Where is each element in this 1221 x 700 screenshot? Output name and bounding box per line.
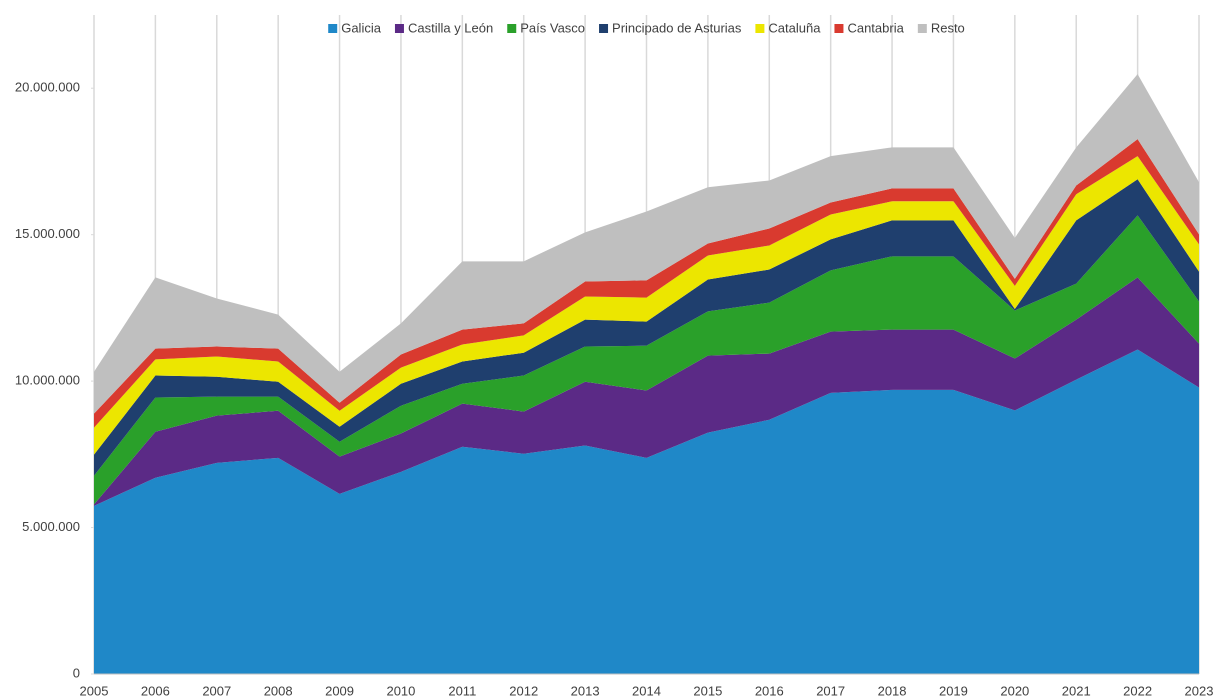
legend-item: Principado de Asturias [599,20,742,35]
x-tick-label: 2006 [141,683,170,698]
legend-item: Resto [917,20,965,35]
area [94,277,1199,506]
x-tick-label: 2018 [878,683,907,698]
legend-label: Castilla y León [408,20,493,35]
legend-label: Principado de Asturias [612,20,742,35]
x-tick-label: 2011 [448,683,476,698]
legend-label: Cantabria [847,20,904,35]
x-tick-label: 2005 [80,683,109,698]
legend-swatch [834,24,844,33]
y-tick-label: 10.000.000 [15,373,80,388]
area [94,139,1199,428]
legend-swatch [755,24,765,33]
x-tick-label: 2020 [1000,683,1029,698]
legend-item: País Vasco [507,20,585,35]
area [94,215,1199,505]
y-tick-label: 5.000.000 [22,519,80,534]
legend-item: Cantabria [834,20,905,35]
x-tick-label: 2015 [693,683,722,698]
legend-swatch [328,24,338,33]
x-tick-label: 2013 [571,683,600,698]
legend-item: Cataluña [755,20,821,35]
x-tick-label: 2021 [1062,683,1091,698]
legend-swatch [917,24,927,33]
x-tick-label: 2014 [632,683,661,698]
area [94,74,1199,414]
x-tick-label: 2012 [509,683,538,698]
y-tick-label: 20.000.000 [15,80,80,95]
legend-label: Galicia [341,20,382,35]
legend-label: Cataluña [768,20,821,35]
legend-item: Castilla y León [394,20,493,35]
legend-swatch [599,24,609,33]
x-tick-label: 2010 [386,683,415,698]
legend-label: País Vasco [520,20,585,35]
area [94,179,1199,476]
x-tick-label: 2023 [1185,683,1214,698]
x-tick-label: 2009 [325,683,354,698]
y-tick-label: 0 [73,665,80,680]
x-tick-label: 2007 [202,683,231,698]
x-tick-label: 2022 [1123,683,1152,698]
area [94,349,1199,674]
legend-swatch [507,24,517,33]
legend-swatch [394,24,404,33]
x-tick-label: 2017 [816,683,845,698]
x-tick-label: 2019 [939,683,968,698]
y-tick-label: 15.000.000 [15,226,80,241]
x-tick-label: 2008 [264,683,293,698]
area [94,156,1199,455]
legend: Galicia Castilla y León País Vasco Principa… [328,20,965,35]
x-tick-label: 2016 [755,683,784,698]
legend-item: Galicia [328,20,382,35]
legend-label: Resto [931,20,965,35]
